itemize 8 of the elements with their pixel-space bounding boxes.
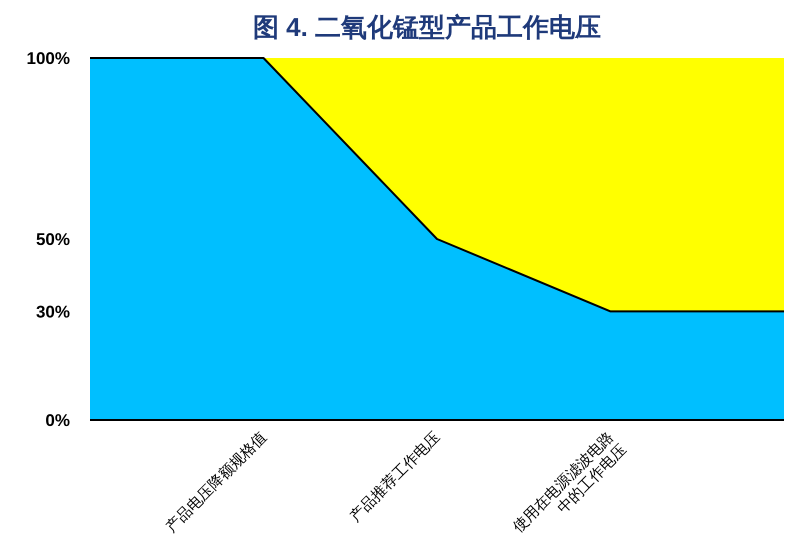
y-tick-label: 100%: [26, 49, 70, 68]
chart-title: 图 4. 二氧化锰型产品工作电压: [252, 12, 602, 42]
x-tick-label: 产品电压降额规格值: [162, 428, 270, 536]
x-tick-label: 使用在电源滤波电路 中的工作电压: [508, 428, 630, 536]
y-tick-label: 50%: [36, 230, 70, 249]
y-tick-label: 30%: [36, 302, 70, 322]
x-tick-label: 产品推荐工作电压: [346, 428, 444, 526]
y-tick-label: 0%: [45, 411, 70, 430]
